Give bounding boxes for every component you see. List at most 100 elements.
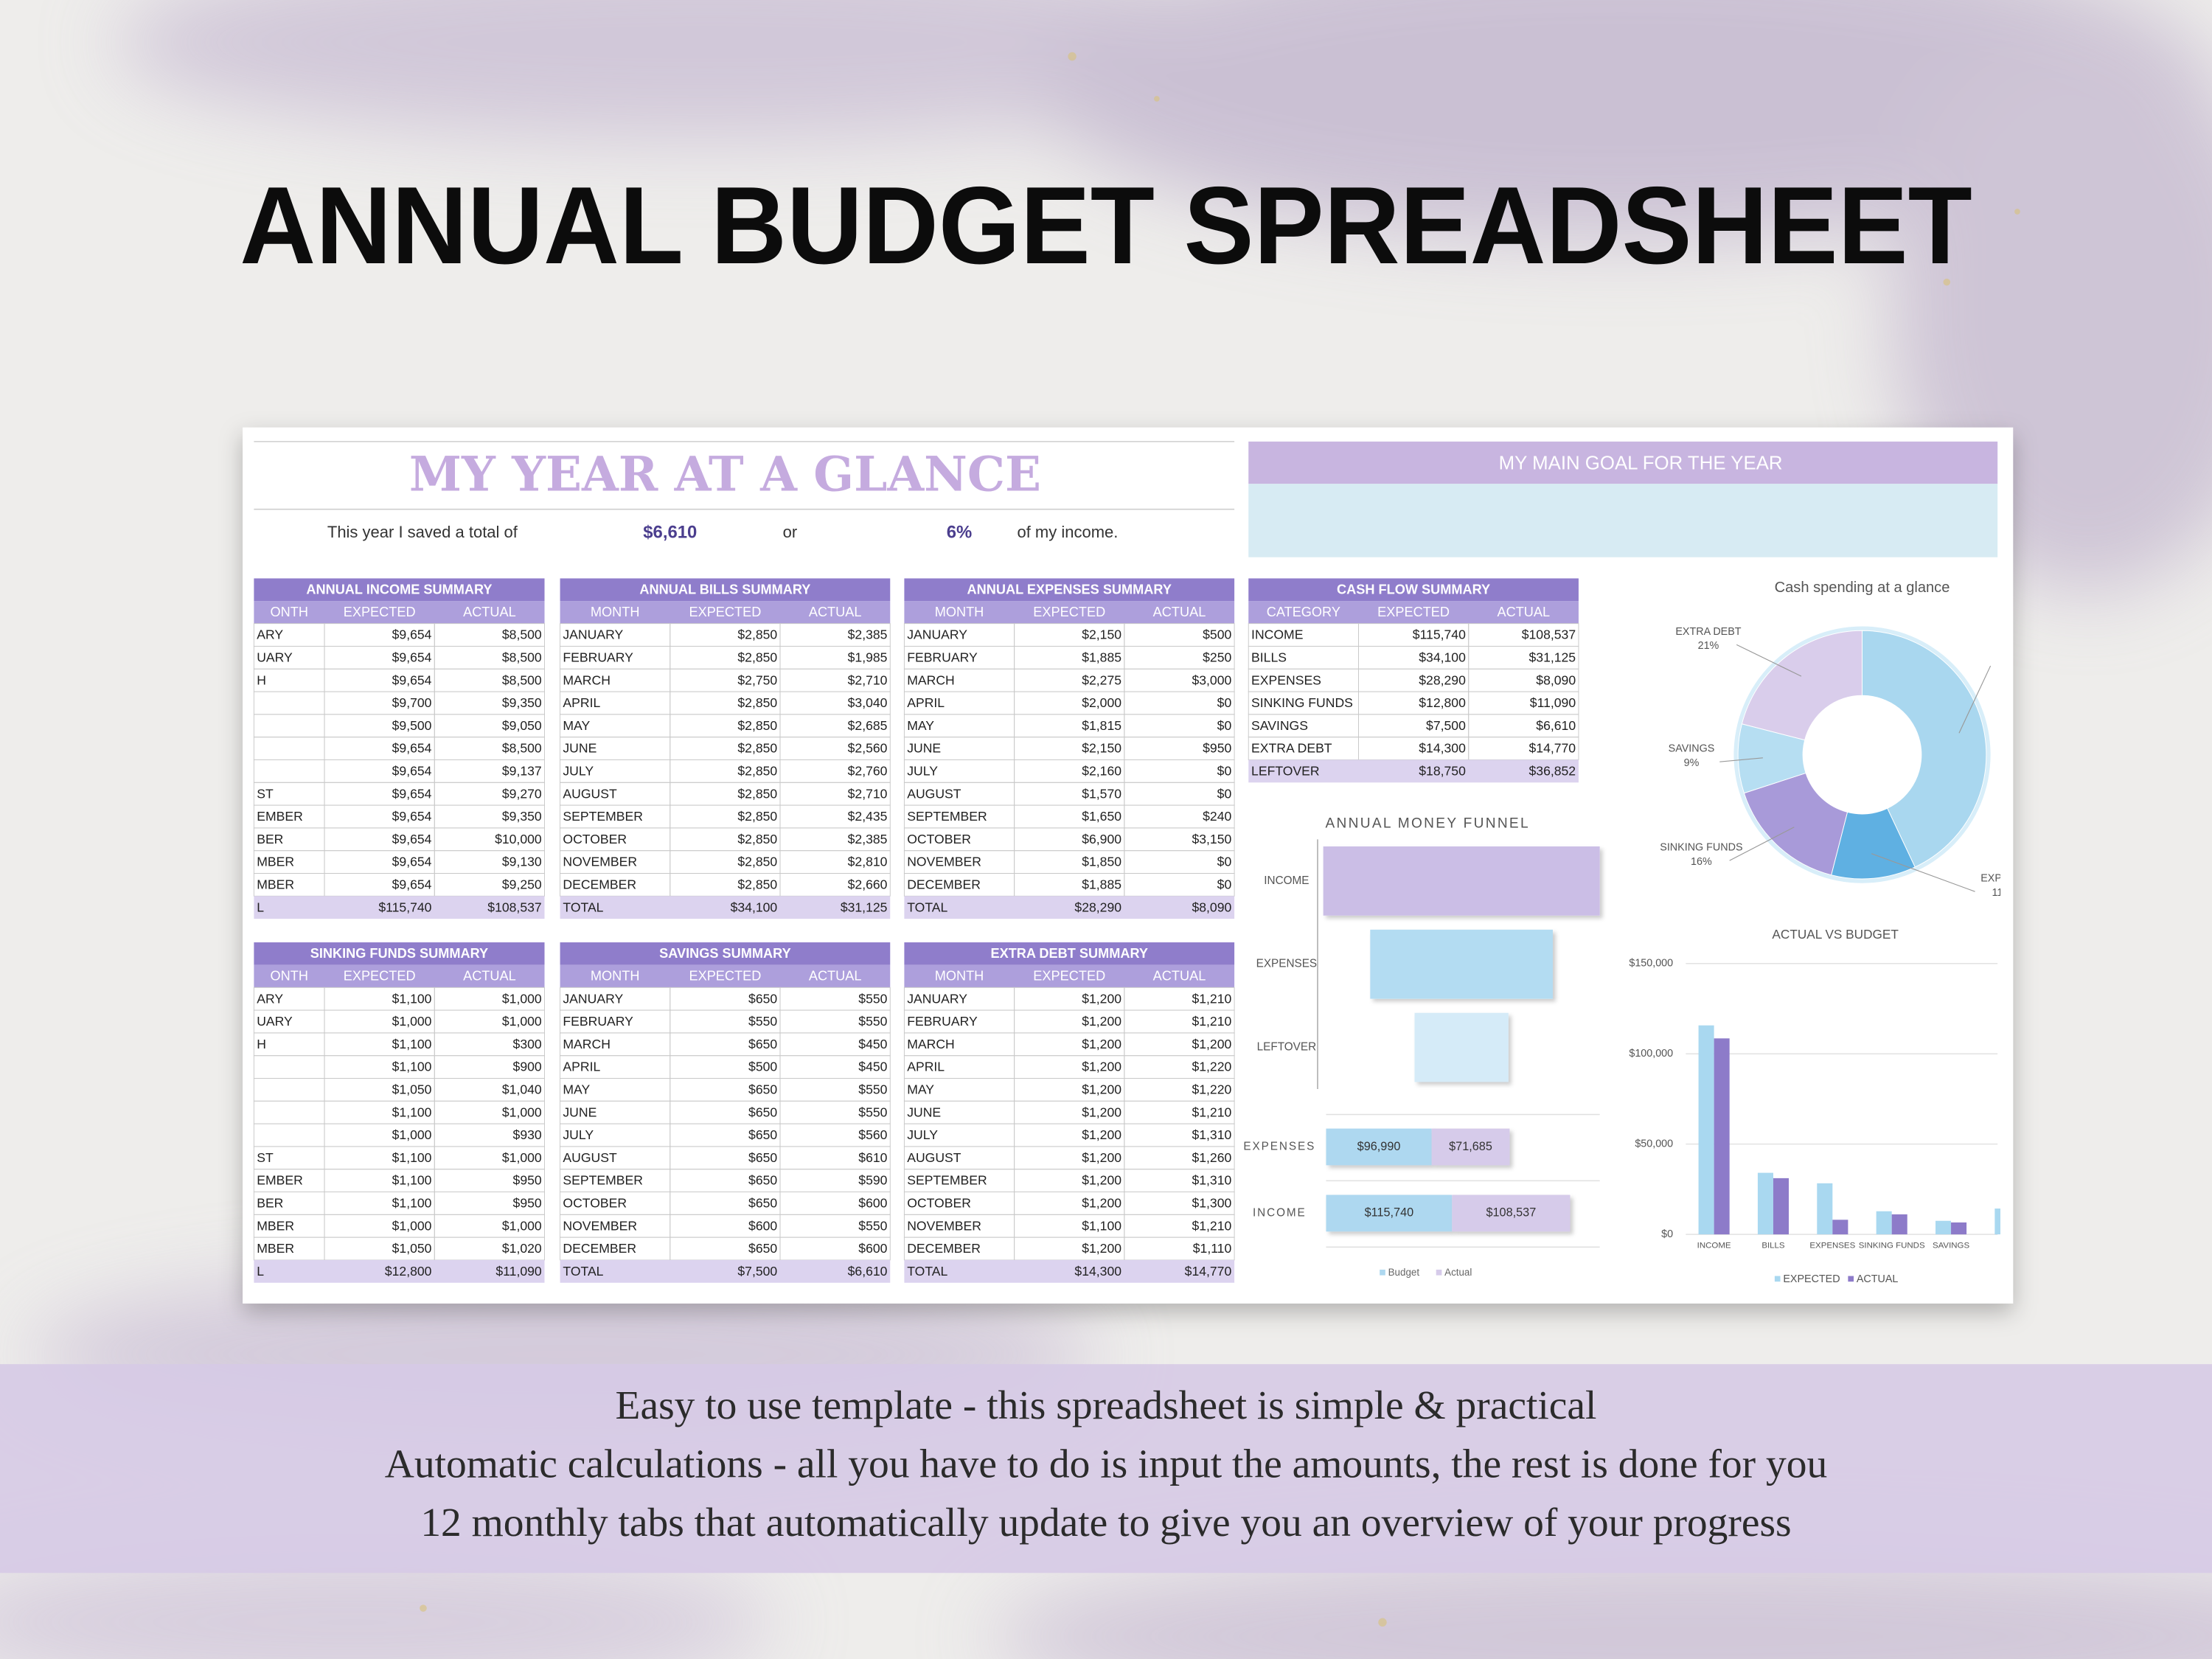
table-title: SINKING FUNDS SUMMARY <box>310 946 488 961</box>
cell: UARY <box>257 650 293 664</box>
total-cell: $108,537 <box>487 900 541 914</box>
feature-line: 12 monthly tabs that automatically updat… <box>420 1500 1791 1545</box>
cell: $2,710 <box>848 672 888 687</box>
table-header-bar <box>254 964 545 988</box>
cell: MARCH <box>907 1037 955 1051</box>
funnel-bar <box>1414 1012 1509 1082</box>
cell: $1,200 <box>1082 1037 1121 1051</box>
cell: $9,654 <box>392 741 432 756</box>
bar-value-label: $71,685 <box>1449 1140 1492 1153</box>
table-title: SAVINGS SUMMARY <box>659 946 791 961</box>
cell: $1,000 <box>502 1105 542 1119</box>
cell: NOVEMBER <box>563 1218 637 1233</box>
feature-band <box>0 1364 2212 1573</box>
cell: $1,000 <box>502 1014 542 1029</box>
funnel-bar <box>1370 929 1553 999</box>
cell: $1,200 <box>1082 1105 1121 1119</box>
cell: $8,090 <box>1536 672 1576 687</box>
bar <box>1951 1222 1967 1235</box>
cell: $2,000 <box>1082 695 1121 710</box>
x-tick-label: SINKING FUNDS <box>1859 1241 1925 1250</box>
bar <box>1832 1220 1848 1235</box>
cell: $2,385 <box>848 627 888 642</box>
funnel-label: INCOME <box>1264 874 1309 887</box>
cell: SAVINGS <box>1251 718 1308 733</box>
cell: $1,260 <box>1192 1150 1231 1165</box>
cell: AUGUST <box>907 786 961 801</box>
bar <box>1817 1183 1833 1235</box>
cell: $0 <box>1217 718 1232 733</box>
y-tick-label: $0 <box>1661 1228 1673 1240</box>
column-header: EXPECTED <box>689 969 761 984</box>
total-row <box>254 896 545 919</box>
cell: SEPTEMBER <box>563 1173 643 1188</box>
stacked-bar <box>1452 1194 1571 1232</box>
page-title: ANNUAL BUDGET SPREADSHEET <box>240 164 1972 287</box>
total-row <box>560 1259 891 1283</box>
cell: $0 <box>1217 855 1232 869</box>
cell: $1,000 <box>502 1150 542 1165</box>
cell: JULY <box>907 1127 938 1142</box>
bar-value-label: $108,537 <box>1486 1206 1536 1220</box>
cell: $240 <box>1203 809 1231 824</box>
total-row <box>1248 759 1579 783</box>
cell: $9,654 <box>392 763 432 778</box>
cell: $9,654 <box>392 650 432 664</box>
feature-line: Automatic calculations - all you have to… <box>385 1441 1827 1486</box>
sheet-heading: MY YEAR AT A GLANCE <box>409 447 1041 503</box>
cell: $2,850 <box>737 627 777 642</box>
cell: $28,290 <box>1419 672 1466 687</box>
goal-input[interactable] <box>1248 484 1998 557</box>
cell: $1,100 <box>392 991 432 1006</box>
cell: MAY <box>907 718 934 733</box>
legend-label: EXPECTED <box>1783 1273 1840 1285</box>
donut-label: EXPENS <box>1980 873 2023 885</box>
cell: $1,815 <box>1082 718 1121 733</box>
table-title: EXTRA DEBT SUMMARY <box>990 946 1148 961</box>
cell: $1,050 <box>392 1241 432 1256</box>
cell: $550 <box>858 1218 887 1233</box>
total-cell: TOTAL <box>563 1264 603 1279</box>
cell: $108,537 <box>1522 627 1576 642</box>
total-cell: $12,800 <box>385 1264 432 1279</box>
cell: SEPTEMBER <box>907 1173 987 1188</box>
cell: $550 <box>858 1105 887 1119</box>
cell: $6,610 <box>1536 718 1576 733</box>
leader-line <box>1736 644 1802 677</box>
cell: MARCH <box>563 672 611 687</box>
funnel-bar <box>1323 846 1600 916</box>
cell: MBER <box>257 855 294 869</box>
cell: NOVEMBER <box>563 855 637 869</box>
cell: $1,210 <box>1192 1014 1231 1029</box>
funnel-label: LEFTOVER <box>1257 1041 1316 1054</box>
cell: $2,560 <box>848 741 888 756</box>
cell: ARY <box>257 991 283 1006</box>
cell: $650 <box>748 1196 777 1211</box>
cell: $11,090 <box>1530 695 1576 710</box>
cell: $450 <box>858 1037 887 1051</box>
cell: BER <box>257 832 283 846</box>
cell: $9,137 <box>502 763 542 778</box>
cell: DECEMBER <box>907 1241 981 1256</box>
cell: JANUARY <box>563 991 623 1006</box>
cell: EMBER <box>257 809 303 824</box>
cell: JULY <box>907 763 938 778</box>
cell: MAY <box>563 718 590 733</box>
table-title: ANNUAL BILLS SUMMARY <box>639 582 810 597</box>
total-cell: $14,770 <box>1185 1264 1232 1279</box>
cell: JANUARY <box>907 991 967 1006</box>
cell: $2,435 <box>848 809 888 824</box>
cell: FEBRUARY <box>563 650 633 664</box>
funnel-label: EXPENSES <box>1256 958 1317 970</box>
cell: APRIL <box>563 1060 600 1074</box>
cell: JUNE <box>563 1105 597 1119</box>
total-cell: $115,740 <box>378 900 431 914</box>
cell: JUNE <box>907 741 941 756</box>
cell: $550 <box>858 991 887 1006</box>
cell: $3,150 <box>1192 832 1231 846</box>
leader-line <box>1958 665 1992 734</box>
bar <box>1698 1025 1714 1235</box>
cell: MAY <box>907 1082 934 1097</box>
cell: MBER <box>257 1241 294 1256</box>
